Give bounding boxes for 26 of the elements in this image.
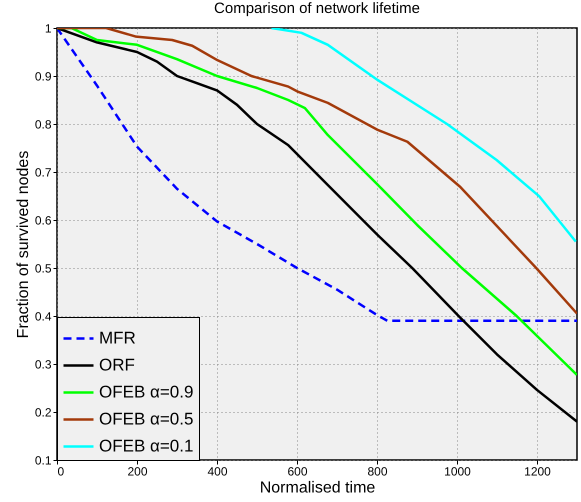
y-tick-label: 0.9 (34, 70, 52, 84)
y-tick-label: 1 (44, 22, 52, 36)
y-axis-title: Fraction of survived nodes (14, 150, 32, 338)
x-tick-label: 1000 (444, 464, 472, 478)
y-tick-label: 0.7 (34, 166, 52, 180)
x-tick-label: 600 (287, 464, 308, 478)
y-tick-label: 0.4 (34, 310, 52, 324)
legend-label: OFEB α=0.9 (99, 382, 194, 402)
legend-label: OFEB α=0.1 (99, 436, 194, 456)
y-tick-label: 0.1 (34, 454, 52, 468)
legend-label: ORF (99, 356, 135, 374)
y-tick-label: 0.2 (34, 406, 52, 420)
chart-title: Comparison of network lifetime (214, 0, 420, 17)
x-tick-label: 0 (58, 464, 64, 478)
y-tick-label: 0.5 (34, 262, 52, 276)
x-tick-label: 800 (367, 464, 388, 478)
x-tick-label: 400 (207, 464, 228, 478)
x-tick-label: 1200 (524, 464, 552, 478)
x-tick-label: 200 (127, 464, 148, 478)
legend-label: MFR (99, 328, 136, 348)
x-axis-title: Normalised time (260, 480, 376, 496)
y-tick-label: 0.8 (34, 118, 52, 132)
legend-label: OFEB α=0.5 (99, 410, 194, 428)
line-series (270, 28, 577, 243)
y-tick-label: 0.3 (34, 358, 52, 372)
y-tick-label: 0.6 (34, 214, 52, 228)
